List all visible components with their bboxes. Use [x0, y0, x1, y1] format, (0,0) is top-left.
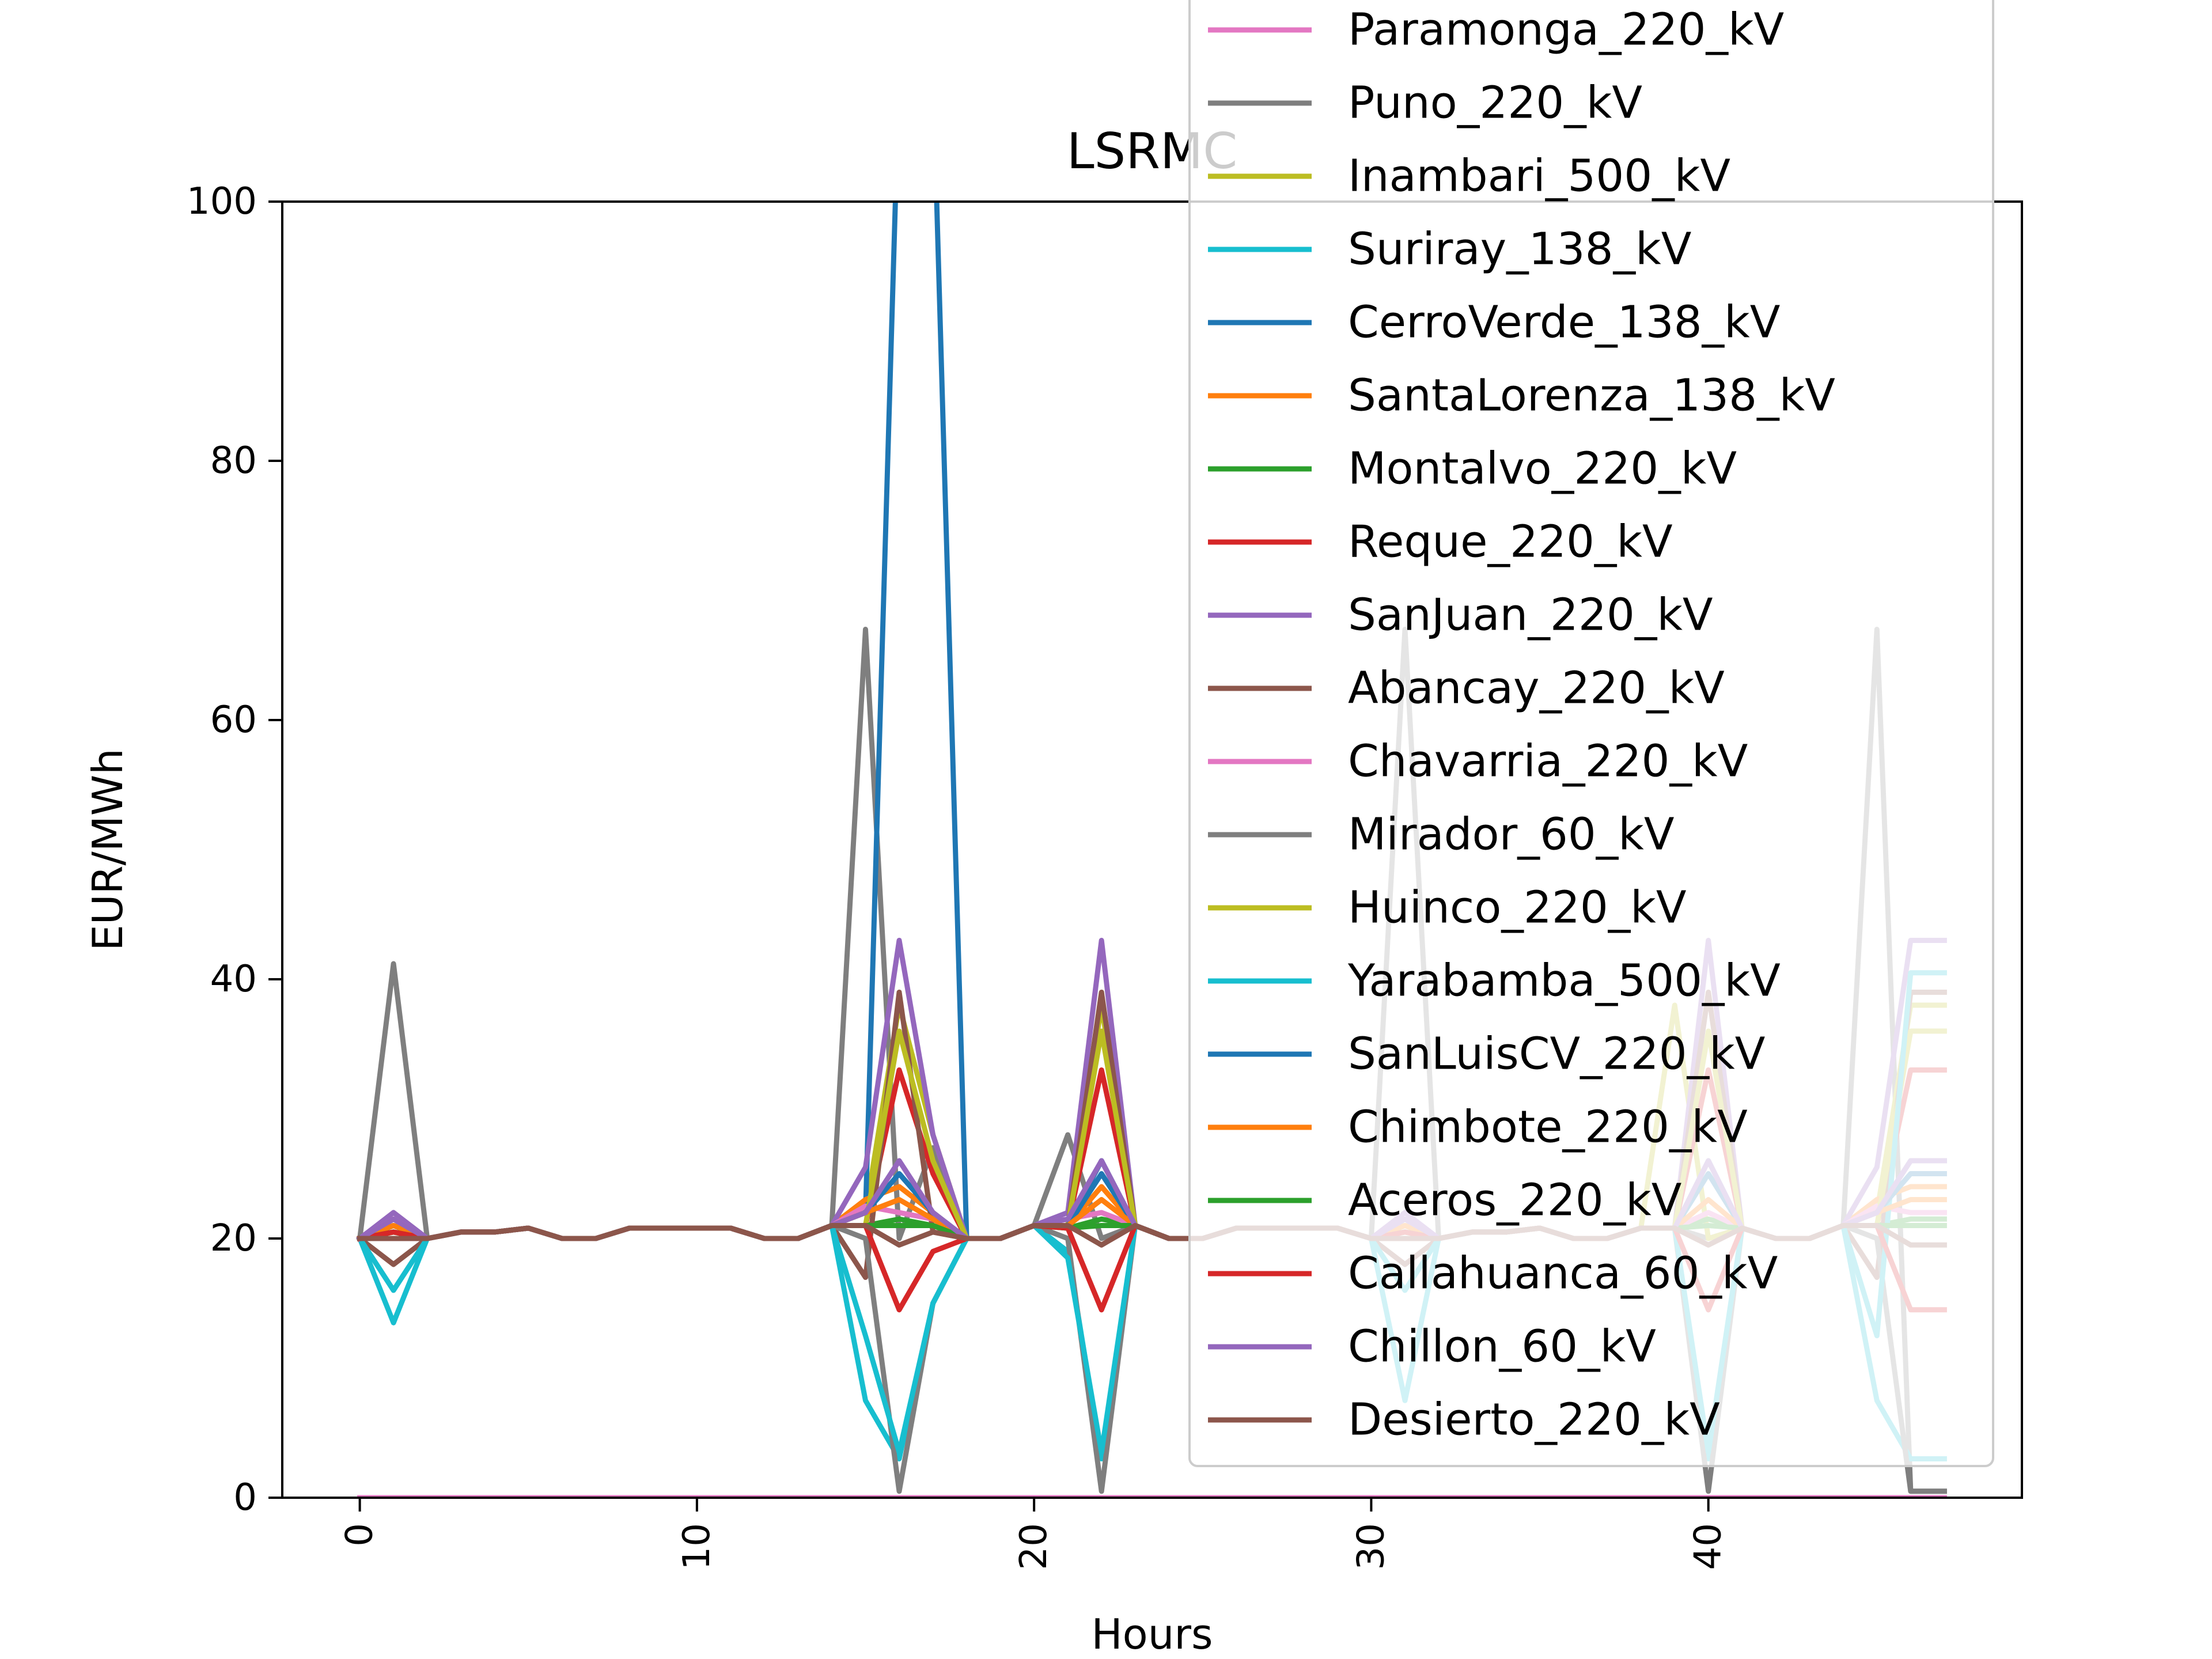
legend-entry: Chavarria_220_kV	[1208, 736, 1748, 787]
legend-entry: Montalvo_220_kV	[1208, 444, 1737, 495]
legend-entry: Puno_220_kV	[1208, 78, 1642, 129]
legend-entry: Mirador_60_kV	[1208, 809, 1675, 861]
legend-label: Callahuanca_60_kV	[1348, 1248, 1778, 1300]
legend-label: Montalvo_220_kV	[1348, 444, 1737, 495]
legend-entry: Callahuanca_60_kV	[1208, 1248, 1778, 1300]
legend-entry: Reque_220_kV	[1208, 517, 1673, 568]
y-tick-label: 60	[210, 699, 257, 741]
y-tick-label: 40	[210, 958, 257, 1001]
legend-label: Yarabamba_500_kV	[1347, 956, 1781, 1007]
legend-label: SanJuan_220_kV	[1348, 590, 1713, 641]
legend-entry: Chillon_60_kV	[1208, 1321, 1656, 1373]
legend-label: Chillon_60_kV	[1348, 1321, 1656, 1373]
y-axis: 0 20 40 60 80 100	[187, 180, 282, 1519]
legend-label: Reque_220_kV	[1348, 517, 1673, 568]
legend-label: Aceros_220_kV	[1348, 1175, 1682, 1226]
legend-box	[1188, 0, 1994, 1467]
legend-label: Mirador_60_kV	[1348, 809, 1675, 861]
x-tick-label: 10	[676, 1523, 718, 1570]
legend-entry: Huinco_220_kV	[1208, 882, 1687, 934]
legend-label: Suriray_138_kV	[1348, 224, 1692, 275]
x-tick-label: 30	[1350, 1523, 1392, 1570]
legend-entry: Yarabamba_500_kV	[1208, 956, 1781, 1007]
x-tick-label: 20	[1013, 1523, 1055, 1570]
legend-entry: SanLuisCV_220_kV	[1208, 1029, 1766, 1080]
x-axis-label: Hours	[1092, 1610, 1213, 1658]
x-tick-label: 40	[1687, 1523, 1730, 1570]
legend-label: Paramonga_220_kV	[1348, 5, 1785, 56]
x-tick-label: 0	[339, 1523, 381, 1547]
legend-label: Abancay_220_kV	[1348, 663, 1725, 714]
legend-label: CerroVerde_138_kV	[1348, 297, 1781, 349]
legend-label: Desierto_220_kV	[1348, 1395, 1720, 1446]
legend-entry: Inambari_500_kV	[1208, 151, 1730, 202]
legend-entry: Suriray_138_kV	[1208, 224, 1692, 275]
legend-entry: Chimbote_220_kV	[1208, 1102, 1748, 1153]
y-tick-label: 0	[233, 1476, 257, 1519]
y-tick-label: 80	[210, 440, 257, 482]
legend-label: Chavarria_220_kV	[1348, 736, 1748, 787]
y-tick-label: 20	[210, 1217, 257, 1260]
x-axis: 0 10 20 30 40	[339, 1498, 1730, 1570]
legend-entry: SanJuan_220_kV	[1208, 590, 1713, 641]
legend-label: SantaLorenza_138_kV	[1348, 370, 1835, 422]
y-axis-label: EUR/MWh	[84, 748, 132, 950]
plot-frame	[281, 200, 2023, 1499]
legend-entry: Desierto_220_kV	[1208, 1395, 1720, 1446]
legend-label: Inambari_500_kV	[1348, 151, 1730, 202]
legend: Paramonga_220_kV Puno_220_kV Inambari_500_…	[1188, 0, 1994, 1467]
legend-entry: Paramonga_220_kV	[1208, 5, 1785, 56]
legend-entry: Abancay_220_kV	[1208, 663, 1725, 714]
legend-label: Huinco_220_kV	[1348, 882, 1687, 934]
legend-entry: CerroVerde_138_kV	[1208, 297, 1781, 349]
y-tick-label: 100	[187, 180, 257, 223]
legend-entry: Aceros_220_kV	[1208, 1175, 1682, 1226]
legend-label: SanLuisCV_220_kV	[1348, 1029, 1766, 1080]
legend-label: Puno_220_kV	[1348, 78, 1642, 129]
legend-entry: SantaLorenza_138_kV	[1208, 370, 1835, 422]
legend-label: Chimbote_220_kV	[1348, 1102, 1748, 1153]
